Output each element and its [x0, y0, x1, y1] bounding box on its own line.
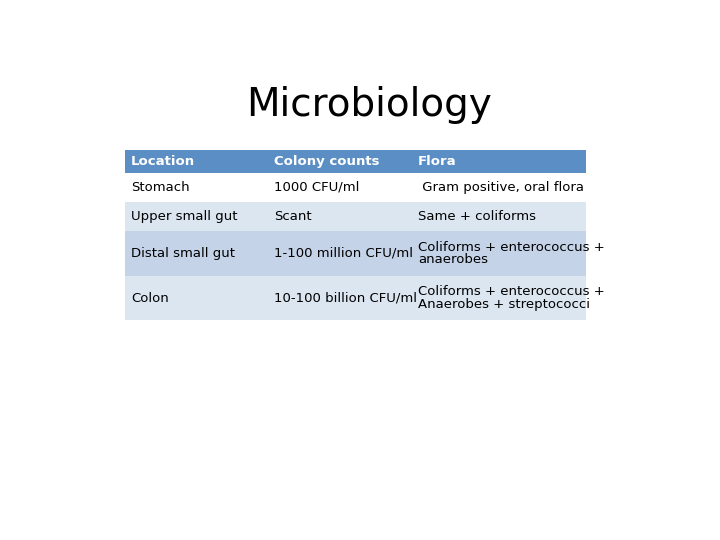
Text: Microbiology: Microbiology [246, 86, 492, 124]
Text: 1-100 million CFU/ml: 1-100 million CFU/ml [274, 247, 413, 260]
Bar [412, 150, 586, 173]
Bar [412, 173, 586, 202]
Text: Coliforms + enterococcus +: Coliforms + enterococcus + [418, 286, 605, 299]
Text: Same + coliforms: Same + coliforms [418, 210, 536, 223]
Bar [125, 231, 269, 276]
Bar [412, 202, 586, 231]
Text: anaerobes: anaerobes [418, 253, 488, 266]
Bar [269, 202, 412, 231]
Text: Upper small gut: Upper small gut [131, 210, 238, 223]
Text: Gram positive, oral flora: Gram positive, oral flora [418, 181, 584, 194]
Text: Flora: Flora [418, 154, 456, 167]
Text: Colony counts: Colony counts [274, 154, 380, 167]
Text: Colon: Colon [131, 292, 168, 305]
Text: 10-100 billion CFU/ml: 10-100 billion CFU/ml [274, 292, 418, 305]
Bar [125, 202, 269, 231]
Bar [269, 150, 412, 173]
Bar [269, 173, 412, 202]
Bar [125, 173, 269, 202]
Text: Location: Location [131, 154, 195, 167]
Bar [269, 231, 412, 276]
Text: Anaerobes + streptococci: Anaerobes + streptococci [418, 298, 590, 311]
Bar [125, 276, 269, 320]
Text: Stomach: Stomach [131, 181, 189, 194]
Bar [125, 150, 269, 173]
Text: Distal small gut: Distal small gut [131, 247, 235, 260]
Text: 1000 CFU/ml: 1000 CFU/ml [274, 181, 360, 194]
Bar [412, 276, 586, 320]
Text: Coliforms + enterococcus +: Coliforms + enterococcus + [418, 241, 605, 254]
Bar [412, 231, 586, 276]
Bar [269, 276, 412, 320]
Text: Scant: Scant [274, 210, 312, 223]
